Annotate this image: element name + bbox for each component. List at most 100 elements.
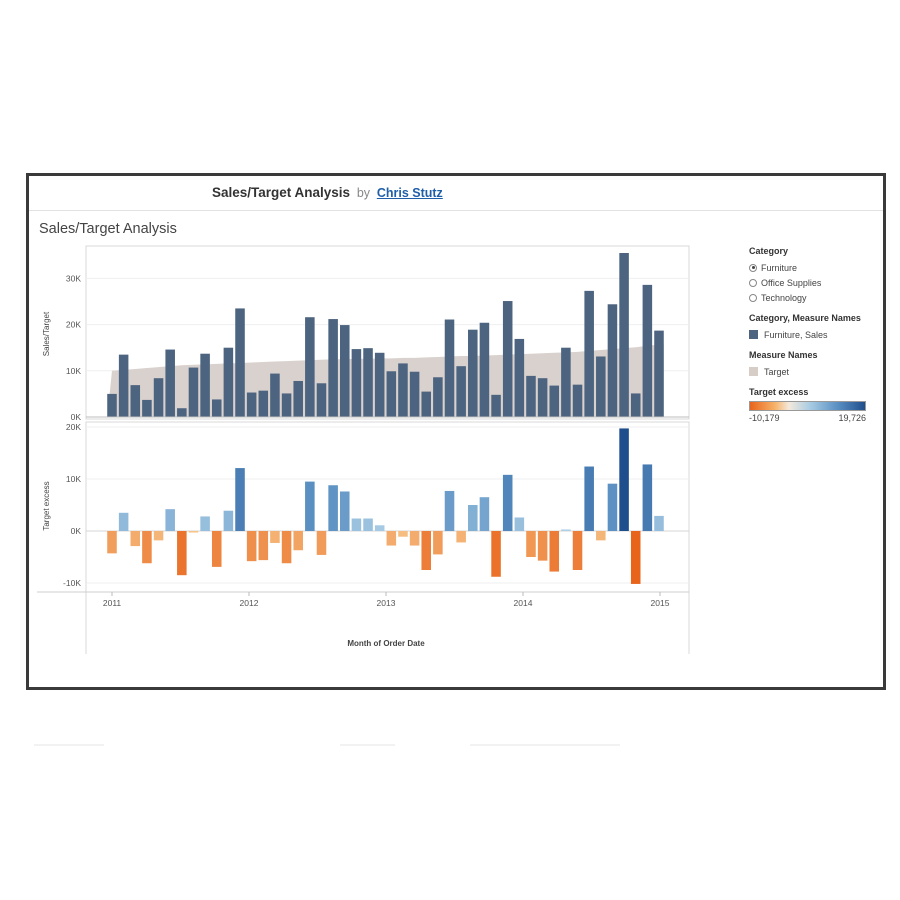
excess-bar: [386, 531, 397, 546]
sales-bar: [584, 290, 594, 417]
excess-bar: [537, 531, 548, 561]
excess-bar: [235, 468, 245, 531]
category-option-furniture[interactable]: Furniture: [749, 260, 879, 275]
excess-max-label: 19,726: [838, 413, 866, 423]
names-legend: Measure Names Target: [749, 350, 879, 379]
faint-divider: [470, 744, 620, 746]
names-legend-title: Measure Names: [749, 350, 818, 360]
x-tick-label: 2011: [103, 598, 122, 608]
sales-bar: [223, 347, 234, 417]
sales-bar: [596, 356, 606, 417]
dashboard-header: Sales/Target Analysis by Chris Stutz: [29, 176, 883, 211]
dashboard-frame: Sales/Target Analysis by Chris Stutz Sal…: [26, 173, 886, 690]
category-filter: Category Furniture Office Supplies Techn…: [749, 246, 879, 305]
excess-bar: [363, 518, 373, 531]
sales-bar: [130, 385, 141, 417]
sales-bar: [153, 378, 164, 417]
sales-bar: [491, 394, 501, 417]
excess-bar: [293, 531, 303, 551]
excess-min-label: -10,179: [749, 413, 780, 423]
sales-bar: [177, 408, 187, 417]
dashboard-title: Sales/Target Analysis: [212, 185, 351, 200]
sales-bar: [572, 384, 583, 417]
excess-bar: [374, 525, 385, 531]
sales-bar: [281, 393, 292, 417]
sales-bar: [537, 378, 548, 417]
names-legend-item[interactable]: Target: [749, 364, 879, 379]
sales-bar: [468, 329, 478, 417]
measure-legend-label: Furniture, Sales: [764, 329, 828, 340]
sales-bar: [479, 322, 490, 417]
sales-bar: [630, 393, 641, 417]
sales-bar: [142, 399, 152, 417]
sales-bar: [293, 380, 303, 417]
excess-color-ramp: [749, 401, 866, 411]
sales-bar: [654, 330, 664, 417]
sales-bar: [619, 252, 629, 417]
sales-bar: [246, 392, 257, 417]
excess-bar: [142, 531, 152, 564]
sales-bar: [514, 338, 525, 417]
y-tick-label-bottom: 10K: [66, 474, 81, 484]
excess-bar: [561, 529, 571, 531]
excess-bar: [328, 485, 338, 531]
names-legend-label: Target: [764, 366, 790, 377]
sales-bar: [421, 391, 432, 417]
category-filter-title: Category: [749, 246, 789, 256]
excess-bar: [642, 464, 653, 531]
excess-bar: [270, 531, 280, 543]
measure-legend-item[interactable]: Furniture, Sales: [749, 327, 879, 342]
x-axis-title: Month of Order Date: [347, 639, 425, 648]
sales-bar: [200, 353, 210, 417]
excess-bar: [491, 531, 501, 577]
excess-bar: [118, 512, 129, 531]
excess-bar: [514, 517, 525, 531]
y-tick-label-bottom: -10K: [63, 578, 81, 588]
sales-bar: [165, 349, 175, 417]
excess-bar: [619, 428, 629, 531]
y-tick-label-bottom: 20K: [66, 422, 81, 432]
excess-bar: [409, 531, 420, 546]
category-option-office-supplies[interactable]: Office Supplies: [749, 275, 879, 290]
category-option-technology[interactable]: Technology: [749, 290, 879, 305]
author-link[interactable]: Chris Stutz: [376, 186, 443, 200]
y-axis-title-top: Sales/Target: [42, 311, 51, 356]
faint-divider: [340, 744, 395, 746]
sales-bar: [235, 308, 245, 417]
excess-bar: [188, 531, 199, 533]
excess-bar: [654, 515, 664, 531]
sales-bar: [607, 304, 618, 417]
sales-bar: [118, 354, 129, 417]
sales-bar: [456, 366, 466, 417]
sales-bar: [305, 317, 315, 417]
sales-bar: [642, 284, 653, 417]
excess-bar: [246, 531, 257, 562]
sales-bar: [339, 325, 350, 417]
excess-ramp-labels: -10,179 19,726: [749, 413, 866, 423]
sales-bar: [398, 363, 408, 417]
excess-bar: [596, 531, 606, 541]
y-tick-label-bottom: 0K: [71, 526, 82, 536]
bottom-plot-frame: [85, 421, 690, 593]
sales-bar: [258, 390, 269, 417]
excess-bar: [153, 531, 164, 541]
excess-bar: [479, 497, 490, 531]
sales-bar: [328, 319, 338, 417]
sales-bar: [409, 371, 420, 417]
sales-bar: [433, 377, 443, 417]
category-option-label: Technology: [761, 292, 807, 303]
by-text: by: [356, 186, 371, 200]
excess-bar: [433, 531, 443, 555]
y-tick-label-top: 30K: [66, 273, 81, 283]
sales-bar: [363, 348, 373, 417]
category-option-label: Furniture: [761, 262, 798, 273]
chart-area: 0K 10K 20K 30K Sales/Target 20K 10K 0K -10K Targe…: [37, 245, 690, 654]
excess-bar: [281, 531, 292, 564]
y-tick-label-top: 0K: [71, 412, 82, 422]
excess-bar: [444, 490, 455, 531]
excess-bar: [398, 531, 408, 537]
sales-bar: [188, 367, 199, 417]
measure-legend-title: Category, Measure Names: [749, 313, 861, 323]
sales-bar: [374, 352, 385, 417]
measure-legend: Category, Measure Names Furniture, Sales: [749, 313, 879, 342]
